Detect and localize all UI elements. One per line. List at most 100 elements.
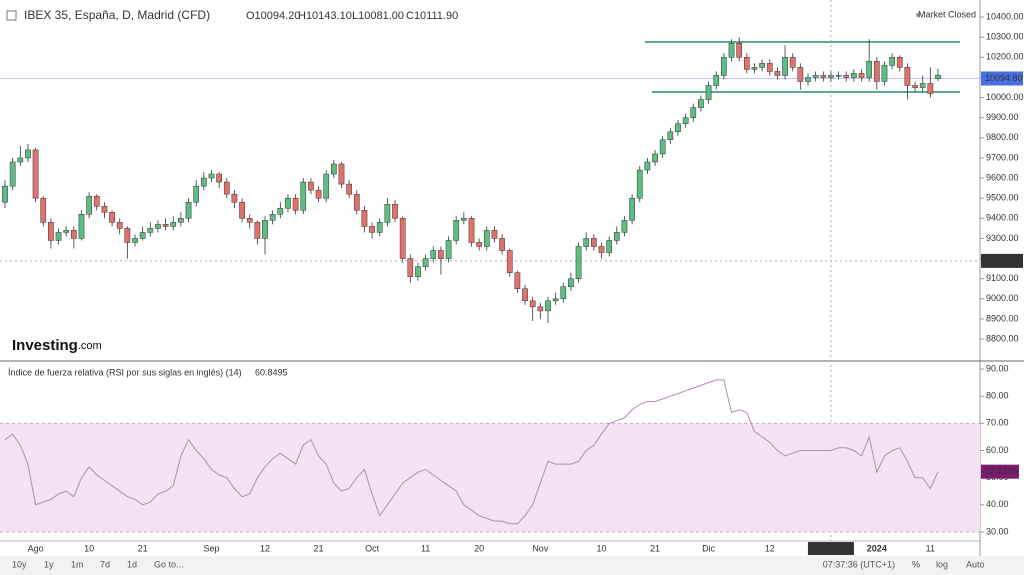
candle-body — [506, 250, 513, 273]
ohlc-close: C10111.90 — [406, 10, 458, 22]
candle-body — [269, 214, 276, 221]
y-tick-label: 9400.00 — [986, 213, 1019, 223]
x-tick-label: Dic — [702, 543, 715, 553]
candle-body — [132, 238, 138, 243]
x-tick-label: 21 — [314, 543, 324, 553]
candle-body — [399, 218, 406, 259]
candle-body — [805, 77, 811, 82]
x-tick-label: Nov — [532, 543, 549, 553]
candle-body — [63, 230, 70, 233]
candle-body — [766, 63, 773, 72]
range-button[interactable]: 1d — [127, 559, 137, 569]
candle-body — [101, 205, 108, 213]
candle-body — [896, 57, 903, 68]
candle-body — [835, 75, 842, 77]
candle-body — [904, 67, 911, 86]
rsi-line — [4, 379, 939, 525]
candle-body — [55, 232, 62, 241]
rsi-badge — [981, 464, 1019, 479]
candle-body — [353, 193, 360, 211]
collapse-icon[interactable] — [6, 10, 17, 21]
range-button[interactable]: 1y — [44, 559, 54, 569]
candle-body — [659, 139, 666, 155]
candle-body — [461, 218, 467, 221]
candle-body — [40, 197, 47, 223]
y-tick-label: 9600.00 — [986, 172, 1019, 182]
candle-body — [216, 173, 222, 183]
candle-body — [178, 218, 184, 223]
candle-body — [728, 42, 735, 58]
rsi-band — [0, 423, 980, 532]
candle-body — [338, 163, 345, 185]
crosshair-x-label: 2023-12-22 — [808, 543, 854, 553]
candle-body — [927, 83, 934, 94]
candle-body — [598, 246, 605, 253]
candle-body — [170, 222, 177, 227]
toolbar-bg — [0, 556, 1024, 575]
candle-body — [499, 238, 505, 251]
candle-body — [873, 61, 880, 82]
candle-body — [407, 258, 414, 277]
x-tick-label: 21 — [138, 543, 148, 553]
candle-body — [155, 224, 161, 229]
x-tick-label: Ago — [28, 543, 44, 553]
title: IBEX 35, España, D, Madrid (CFD) — [24, 8, 210, 22]
candle-body — [430, 250, 437, 259]
candle-body — [315, 189, 322, 199]
candle-body — [139, 232, 146, 239]
y-tick-label: 70.00 — [986, 418, 1009, 428]
candle-body — [330, 163, 337, 175]
candle-body — [285, 197, 291, 209]
range-button[interactable]: 1m — [71, 559, 84, 569]
candle-body — [698, 99, 704, 108]
last-price-badge — [981, 71, 1023, 86]
candle-body — [652, 153, 658, 163]
candle-body — [552, 298, 559, 302]
x-tick-label: 12 — [260, 543, 270, 553]
ohlc-high: H10143.10 — [298, 10, 352, 22]
candle-body — [851, 73, 857, 78]
candle-body — [277, 208, 284, 215]
candle-body — [743, 57, 750, 70]
rsi-value: 60.8495 — [255, 367, 288, 377]
goto-button[interactable]: Go to... — [154, 559, 184, 569]
x-tick-label: Oct — [365, 543, 380, 553]
logo: Investing.com — [12, 337, 102, 354]
candle-body — [782, 57, 788, 76]
x-tick-label: 12 — [765, 543, 775, 553]
candle-body — [583, 238, 590, 247]
candle-body — [32, 149, 39, 199]
y-tick-label: 8900.00 — [986, 313, 1019, 323]
candle-body — [751, 67, 758, 70]
candle-body — [384, 203, 391, 223]
market-status: Market Closed — [918, 9, 976, 19]
candle-body — [881, 65, 888, 82]
candle-body — [613, 232, 620, 241]
x-tick-label: 20 — [474, 543, 484, 553]
x-tick-label: 11 — [926, 543, 935, 553]
candle-body — [246, 218, 253, 223]
candle-body — [476, 242, 482, 247]
candle-body — [254, 222, 261, 239]
candle-body — [537, 306, 544, 312]
candle-body — [568, 278, 574, 287]
candle-body — [843, 75, 850, 78]
auto-toggle[interactable]: Auto — [966, 559, 985, 569]
candle-body — [606, 240, 613, 253]
candle-body — [162, 224, 169, 227]
candle-body — [705, 85, 712, 100]
y-tick-label: 9900.00 — [986, 112, 1019, 122]
candle-body — [713, 75, 720, 86]
candle-body — [812, 75, 819, 78]
percent-toggle[interactable]: % — [912, 559, 920, 569]
y-tick-label: 10300.00 — [986, 32, 1024, 42]
status-dot — [916, 13, 920, 17]
candle-body — [438, 250, 444, 259]
log-toggle[interactable]: log — [936, 559, 948, 569]
candle-body — [675, 123, 681, 133]
range-button[interactable]: 7d — [100, 559, 110, 569]
candle-body — [919, 83, 926, 88]
candle-body — [2, 185, 8, 203]
range-button[interactable]: 10y — [12, 559, 27, 569]
candle-body — [514, 272, 521, 290]
